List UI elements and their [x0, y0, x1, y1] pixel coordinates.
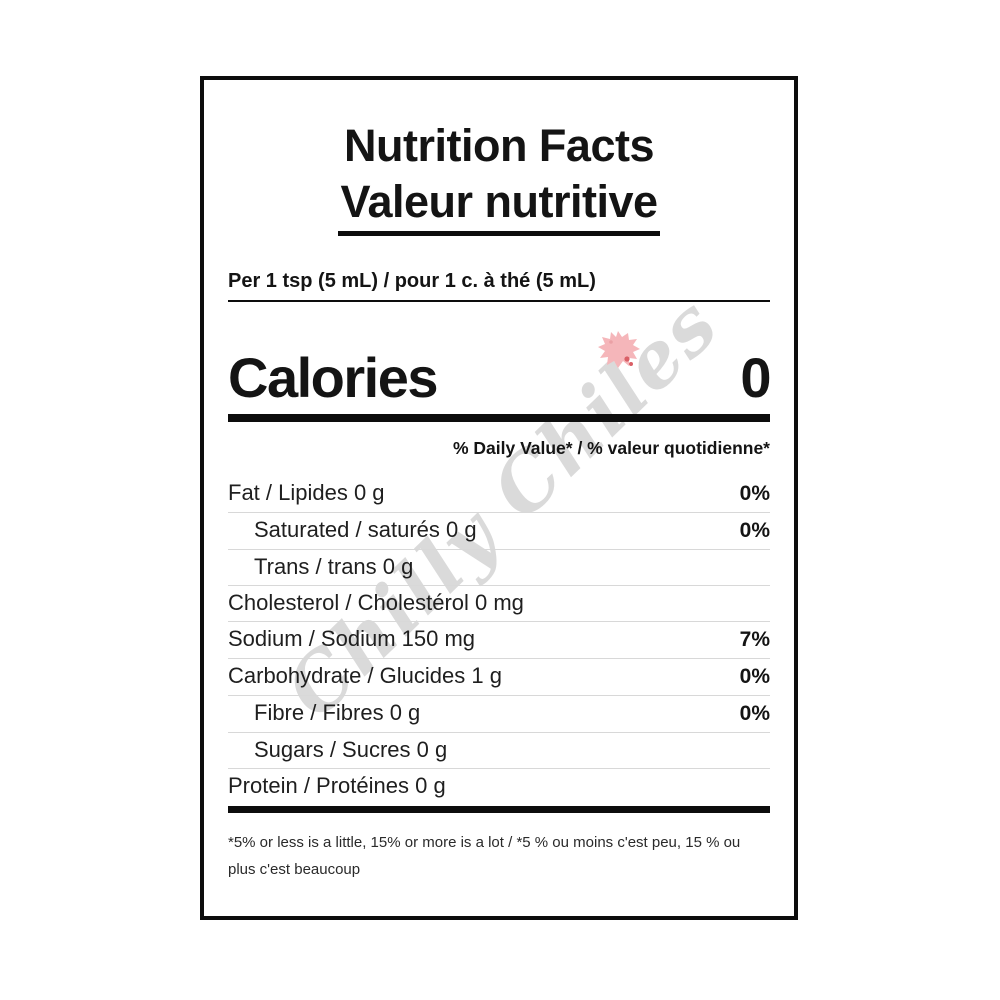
label-title: Nutrition Facts — [343, 120, 655, 171]
nutrition-label: Nutrition Facts Valeur nutritive Per 1 t… — [200, 76, 798, 920]
divider-thick-bottom — [228, 806, 770, 813]
nutrient-percent: 0% — [739, 482, 770, 505]
nutrient-label: Fat / Lipides 0 g — [228, 480, 385, 505]
nutrient-row: Trans / trans 0 g — [228, 550, 770, 586]
nutrient-label: Cholesterol / Cholestérol 0 mg — [228, 590, 524, 615]
calories-row: Calories 0 — [228, 346, 771, 410]
footnote: *5% or less is a little, 15% or more is … — [228, 829, 770, 883]
divider-thick-top — [228, 414, 770, 422]
nutrient-rows: Fat / Lipides 0 g 0% Saturated / saturés 0… — [228, 476, 770, 804]
calories-label: Calories — [228, 346, 439, 409]
nutrient-label: Saturated / saturés 0 g — [254, 517, 477, 542]
nutrient-row: Saturated / saturés 0 g 0% — [228, 513, 770, 550]
nutrient-label: Protein / Protéines 0 g — [228, 773, 446, 798]
nutrient-row: Carbohydrate / Glucides 1 g 0% — [228, 659, 770, 696]
label-subtitle: Valeur nutritive — [228, 174, 770, 236]
nutrient-percent: 0% — [739, 702, 770, 725]
nutrient-percent: 0% — [739, 519, 770, 542]
nutrient-percent: 7% — [739, 628, 770, 651]
daily-value-header: % Daily Value* / % valeur quotidienne* — [452, 438, 770, 458]
nutrient-label: Fibre / Fibres 0 g — [254, 700, 421, 725]
nutrient-label: Trans / trans 0 g — [254, 554, 414, 579]
nutrient-label: Sugars / Sucres 0 g — [254, 737, 448, 762]
calories-value: 0 — [740, 346, 771, 409]
nutrient-row: Sodium / Sodium 150 mg 7% — [228, 622, 770, 659]
nutrient-row: Protein / Protéines 0 g — [228, 769, 770, 804]
serving-size: Per 1 tsp (5 mL) / pour 1 c. à thé (5 mL… — [228, 268, 770, 302]
nutrient-row: Cholesterol / Cholestérol 0 mg — [228, 586, 770, 622]
nutrient-row: Fat / Lipides 0 g 0% — [228, 476, 770, 513]
nutrient-percent: 0% — [739, 665, 770, 688]
nutrient-label: Carbohydrate / Glucides 1 g — [228, 663, 502, 688]
footnote-line-1: *5% or less is a little, 15% or more is … — [228, 834, 741, 851]
nutrient-row: Sugars / Sucres 0 g — [228, 733, 770, 769]
footnote-line-2: plus c'est beaucoup — [228, 861, 361, 878]
nutrient-label: Sodium / Sodium 150 mg — [228, 626, 476, 651]
label-subtitle-text: Valeur nutritive — [338, 174, 660, 236]
nutrient-row: Fibre / Fibres 0 g 0% — [228, 696, 770, 733]
